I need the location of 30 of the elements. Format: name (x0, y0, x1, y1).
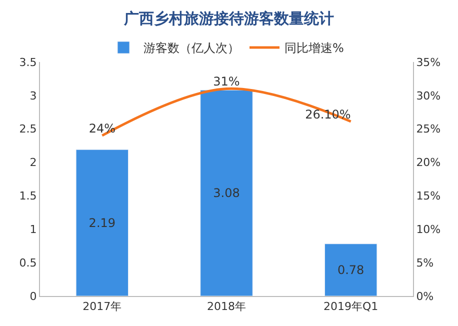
bar (76, 149, 129, 296)
y-tick-label: 2 (30, 156, 37, 170)
x-tick-label: 2017年 (82, 300, 122, 314)
bar (324, 244, 378, 296)
data-label: 3.08 (213, 186, 240, 200)
chart-title: 广西乡村旅游接待游客数量统计 (123, 10, 334, 28)
data-label: 0.78 (337, 262, 364, 277)
y-tick-label: 3.5 (19, 56, 37, 69)
y2-tick-label: 25% (416, 122, 441, 136)
data-label: 2.19 (88, 216, 116, 230)
y-tick-label: 1.5 (19, 190, 37, 203)
legend-label: 同比增速% (284, 41, 344, 56)
y2-tick-label: 20% (416, 156, 441, 170)
y2-tick-label: 10% (416, 222, 441, 236)
data-label: 24% (88, 122, 116, 136)
legend-label: 游客数（亿人次） (144, 41, 240, 56)
y-tick-label: 0.5 (19, 256, 37, 270)
x-tick-label: 2018年 (207, 300, 246, 314)
y2-tick-label: 0% (416, 290, 434, 303)
x-tick-label: 2019年Q1 (324, 300, 378, 314)
y2-tick-label: 35% (416, 56, 441, 69)
y-tick-label: 1 (30, 222, 37, 236)
data-label: 31% (213, 74, 240, 89)
y-tick-label: 2.5 (19, 122, 37, 136)
bar (200, 90, 253, 296)
y2-tick-label: 5% (416, 256, 434, 270)
y-tick-label: 0 (30, 290, 37, 303)
y-tick-label: 3 (30, 89, 37, 102)
y2-tick-label: 15% (416, 190, 441, 203)
y2-tick-label: 30% (416, 89, 441, 102)
